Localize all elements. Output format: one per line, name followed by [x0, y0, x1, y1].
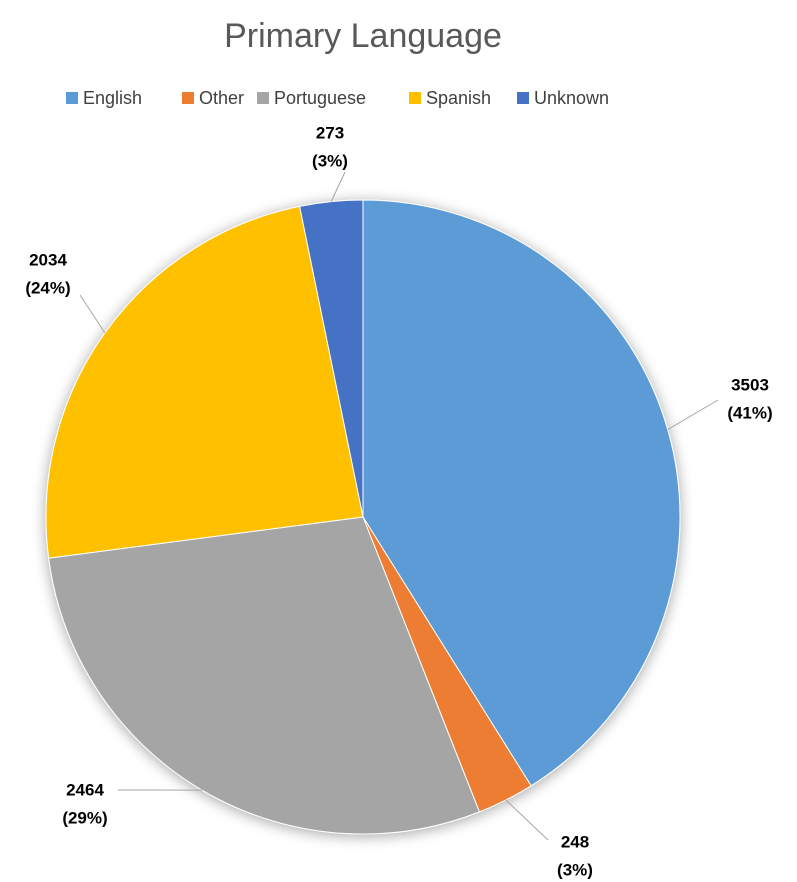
data-label: 3503 — [731, 375, 769, 394]
leader-line — [79, 294, 106, 334]
data-label: 248 — [561, 832, 589, 851]
legend-label: Other — [199, 88, 244, 108]
data-label: (3%) — [312, 151, 348, 170]
pie-slice — [45, 205, 364, 559]
pie-slice — [299, 199, 364, 518]
legend-label: Spanish — [426, 88, 491, 108]
leader-line — [667, 399, 719, 430]
pie — [45, 199, 681, 835]
leader-line — [505, 799, 549, 841]
data-label: (41%) — [727, 403, 772, 422]
legend-label: Portuguese — [274, 88, 366, 108]
chart-title: Primary Language — [224, 17, 502, 55]
legend-swatch — [517, 92, 529, 104]
data-label: (24%) — [25, 278, 70, 297]
leader-line — [330, 171, 346, 202]
legend-label: English — [83, 88, 142, 108]
legend-label: Unknown — [534, 88, 609, 108]
data-label: 2464 — [66, 780, 104, 799]
data-label: (29%) — [62, 808, 107, 827]
data-label: 273 — [316, 123, 344, 142]
legend-swatch — [409, 92, 421, 104]
legend-swatch — [257, 92, 269, 104]
data-label: 2034 — [29, 250, 67, 269]
legend-swatch — [66, 92, 78, 104]
legend-swatch — [182, 92, 194, 104]
data-label: (3%) — [557, 860, 593, 879]
pie-slice — [48, 516, 481, 835]
